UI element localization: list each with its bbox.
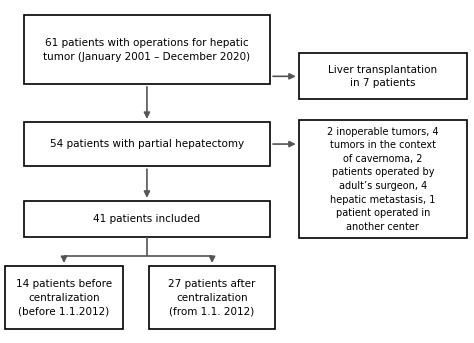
FancyBboxPatch shape (299, 53, 467, 99)
FancyBboxPatch shape (24, 201, 270, 237)
Text: Liver transplantation
in 7 patients: Liver transplantation in 7 patients (328, 64, 438, 88)
FancyBboxPatch shape (299, 120, 467, 238)
FancyBboxPatch shape (5, 266, 123, 329)
Text: 27 patients after
centralization
(from 1.1. 2012): 27 patients after centralization (from 1… (168, 279, 256, 316)
Text: 41 patients included: 41 patients included (93, 214, 201, 224)
FancyBboxPatch shape (24, 15, 270, 84)
Text: 61 patients with operations for hepatic
tumor (January 2001 – December 2020): 61 patients with operations for hepatic … (44, 38, 250, 61)
Text: 54 patients with partial hepatectomy: 54 patients with partial hepatectomy (50, 139, 244, 149)
Text: 14 patients before
centralization
(before 1.1.2012): 14 patients before centralization (befor… (16, 279, 112, 316)
FancyBboxPatch shape (24, 122, 270, 166)
FancyBboxPatch shape (149, 266, 275, 329)
Text: 2 inoperable tumors, 4
tumors in the context
of cavernoma, 2
patients operated b: 2 inoperable tumors, 4 tumors in the con… (327, 127, 438, 232)
